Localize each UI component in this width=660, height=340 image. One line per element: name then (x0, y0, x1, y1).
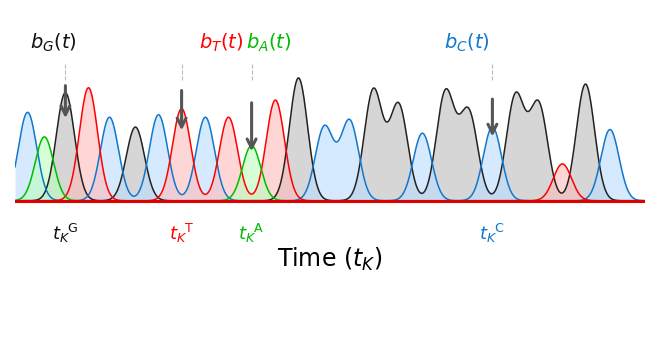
Text: $b_T(t)$: $b_T(t)$ (199, 32, 244, 54)
Text: $b_C(t)$: $b_C(t)$ (444, 32, 489, 54)
Text: $t_K$$^{\mathsf{C}}$: $t_K$$^{\mathsf{C}}$ (479, 222, 506, 245)
Text: $t_K$$^{\mathsf{T}}$: $t_K$$^{\mathsf{T}}$ (169, 222, 195, 245)
Text: $t_K$$^{\mathsf{A}}$: $t_K$$^{\mathsf{A}}$ (238, 222, 265, 245)
Text: Time ($t_K$): Time ($t_K$) (277, 246, 383, 273)
Text: $b_A(t)$: $b_A(t)$ (246, 32, 291, 54)
Text: $t_K$$^{\mathsf{G}}$: $t_K$$^{\mathsf{G}}$ (52, 222, 79, 245)
Text: $b_G(t)$: $b_G(t)$ (30, 32, 77, 54)
